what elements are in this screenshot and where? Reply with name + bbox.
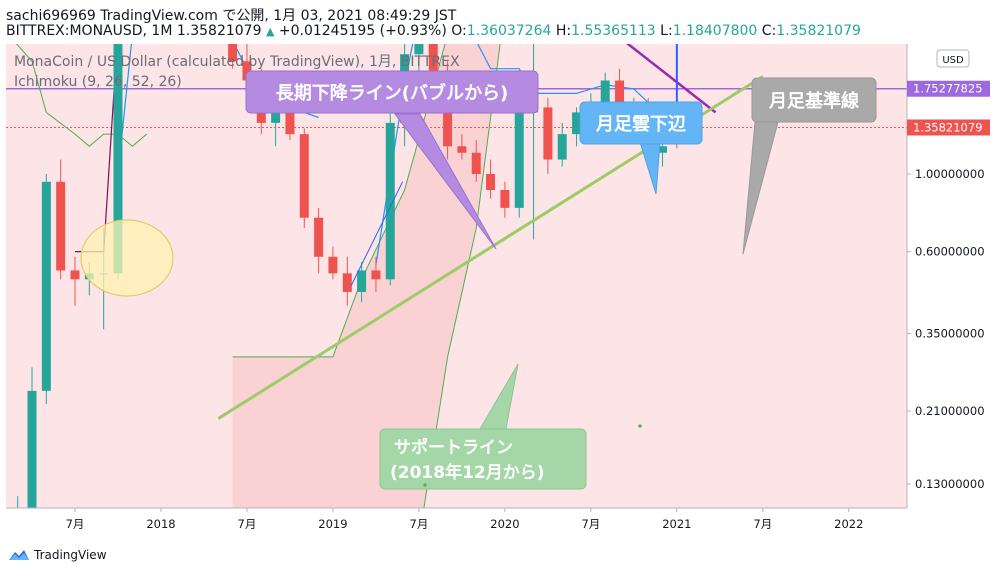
close-value: 1.35821079 — [776, 23, 861, 39]
candle[interactable] — [572, 107, 582, 147]
candle[interactable] — [514, 102, 524, 218]
support-label-2: (2018年12月から) — [390, 462, 545, 483]
candle[interactable] — [414, 44, 424, 77]
brand-name: TradingView — [34, 548, 107, 562]
tradingview-icon — [9, 550, 29, 560]
time-tick-label: 7月 — [581, 517, 600, 531]
legend-title: MonaCoin / US Dollar (calculated by Trad… — [14, 54, 460, 70]
legend-indicator: Ichimoku (9, 26, 52, 26) — [14, 74, 182, 90]
price-label: 1.75277825 — [913, 82, 983, 96]
candle[interactable] — [385, 112, 395, 286]
candle[interactable] — [342, 256, 352, 306]
currency-badge[interactable] — [936, 49, 970, 68]
candle[interactable] — [486, 159, 496, 199]
candle[interactable] — [27, 367, 37, 524]
kijun-callout: 月足基準線 — [742, 77, 877, 255]
low-value: 1.18407800 — [672, 23, 758, 39]
time-tick-label: 7月 — [753, 517, 772, 531]
kijun-line — [75, 44, 118, 253]
change-value: +0.01245195 (+0.93%) — [278, 23, 447, 39]
candle[interactable] — [328, 246, 338, 280]
price-tick-label: 1.00000000 — [915, 167, 985, 181]
symbol-ohlc: BITTREX:MONAUSD, 1M 1.35821079 ▲ +0.0124… — [6, 23, 861, 39]
candle[interactable] — [500, 181, 510, 218]
price-tick-label: 0.13000000 — [915, 477, 985, 491]
support-line-callout: サポートライン (2018年12月から) — [379, 363, 587, 490]
cloud-bottom-callout: 月足雲下辺 — [579, 101, 703, 195]
time-tick-label: 2021 — [662, 517, 691, 531]
dot-marker — [638, 424, 642, 428]
dot-marker — [423, 483, 427, 487]
candle[interactable] — [557, 122, 567, 167]
price-label-badge — [907, 119, 990, 136]
currency-label: USD — [942, 55, 964, 66]
lagging-span-line — [16, 44, 148, 147]
minor-trend-line[interactable] — [350, 181, 404, 286]
tenkan-line — [375, 44, 678, 265]
time-tick-label: 7月 — [410, 517, 429, 531]
time-tick-label: 2019 — [318, 517, 347, 531]
ichimoku-cloud — [232, 44, 501, 540]
time-tick-label: 2018 — [146, 517, 175, 531]
candle[interactable] — [371, 256, 381, 292]
publish-info: sachi696969 TradingView.com で公開, 1月 03, … — [6, 8, 457, 24]
candle[interactable] — [457, 134, 467, 160]
kijun-label: 月足基準線 — [768, 90, 859, 112]
candle[interactable] — [314, 207, 324, 274]
candle[interactable] — [70, 256, 80, 306]
time-tick-label: 7月 — [66, 517, 85, 531]
open-value: 1.36037264 — [466, 23, 552, 39]
bubble-highlight-ellipse — [80, 219, 174, 297]
price-tick-label: 0.21000000 — [915, 404, 985, 418]
longterm-trend-label: 長期下降ライン(バブルから) — [276, 82, 508, 104]
symbol-name: BITTREX:MONAUSD, 1M 1.35821079 — [6, 23, 262, 39]
tradingview-logo[interactable]: TradingView — [8, 548, 107, 562]
longterm-trend-callout: 長期下降ライン(バブルから) — [245, 70, 539, 250]
support-label-1: サポートライン — [394, 437, 513, 458]
price-label: 1.35821079 — [913, 120, 983, 134]
time-tick-label: 2022 — [834, 517, 863, 531]
open-label: O: — [451, 23, 467, 39]
price-label-badge — [907, 80, 990, 97]
close-label: C: — [761, 23, 777, 39]
price-tick-label: 0.60000000 — [915, 245, 985, 259]
price-chart[interactable]: 長期下降ライン(バブルから) 月足雲下辺 月足基準線 サポートライン (2018… — [0, 44, 1006, 540]
cloud-span-a — [232, 44, 446, 358]
candle[interactable] — [56, 159, 66, 280]
candle[interactable] — [299, 128, 309, 229]
candle[interactable] — [543, 97, 553, 174]
low-label: L: — [660, 23, 673, 39]
high-label: H: — [555, 23, 572, 39]
candle[interactable] — [471, 140, 481, 182]
cloud-bottom-label: 月足雲下辺 — [595, 114, 686, 135]
time-tick-label: 7月 — [238, 517, 257, 531]
time-axis[interactable] — [0, 508, 907, 540]
price-axis[interactable] — [907, 44, 1006, 540]
candle[interactable] — [228, 44, 238, 69]
up-arrow-icon: ▲ — [265, 25, 275, 38]
time-tick-label: 2020 — [490, 517, 519, 531]
footer: TradingView — [0, 540, 1006, 574]
high-value: 1.55365113 — [571, 23, 656, 39]
price-tick-label: 0.35000000 — [915, 327, 985, 341]
candle[interactable] — [357, 262, 367, 303]
chart-header: sachi696969 TradingView.com で公開, 1月 03, … — [0, 0, 1006, 44]
candle[interactable] — [41, 174, 51, 405]
